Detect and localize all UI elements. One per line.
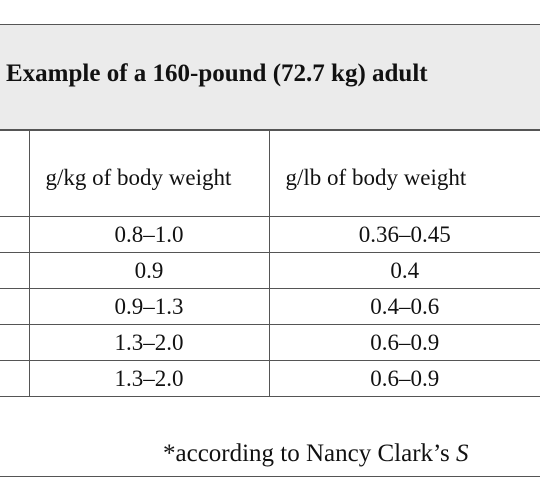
table-row: 0.8–1.0 0.36–0.45 bbox=[0, 216, 540, 253]
row-label-cell bbox=[0, 216, 30, 253]
g-per-kg-cell: 0.8–1.0 bbox=[28, 216, 270, 253]
footnote-text: *according to Nancy Clark’s bbox=[163, 440, 456, 467]
g-per-kg-cell: 1.3–2.0 bbox=[28, 324, 270, 361]
protein-table: g/kg of body weight g/lb of body weight … bbox=[0, 129, 540, 397]
g-per-lb-cell: 0.4 bbox=[268, 252, 540, 289]
footer-divider bbox=[0, 476, 540, 477]
g-per-lb-cell: 0.4–0.6 bbox=[268, 288, 540, 325]
g-per-kg-cell: 1.3–2.0 bbox=[28, 360, 270, 397]
column-header-g-per-kg: g/kg of body weight bbox=[28, 129, 270, 217]
table-header-band bbox=[0, 24, 540, 131]
row-label-cell bbox=[0, 129, 30, 217]
g-per-kg-cell: 0.9 bbox=[28, 252, 270, 289]
row-label-cell bbox=[0, 288, 30, 325]
table-row: 1.3–2.0 0.6–0.9 bbox=[0, 360, 540, 397]
table-row: 0.9 0.4 bbox=[0, 252, 540, 289]
g-per-lb-cell: 0.36–0.45 bbox=[268, 216, 540, 253]
g-per-lb-cell: 0.6–0.9 bbox=[268, 324, 540, 361]
footnote-book-title: S bbox=[455, 440, 469, 467]
g-per-kg-cell: 0.9–1.3 bbox=[28, 288, 270, 325]
table-title: Example of a 160-pound (72.7 kg) adult bbox=[6, 60, 428, 87]
row-label-cell bbox=[0, 252, 30, 289]
column-header-row: g/kg of body weight g/lb of body weight bbox=[0, 129, 540, 217]
g-per-lb-cell: 0.6–0.9 bbox=[268, 360, 540, 397]
column-header-g-per-lb: g/lb of body weight bbox=[268, 129, 540, 217]
table-row: 0.9–1.3 0.4–0.6 bbox=[0, 288, 540, 325]
row-label-cell bbox=[0, 324, 30, 361]
source-footnote: *according to Nancy Clark’s S bbox=[163, 440, 468, 468]
row-label-cell bbox=[0, 360, 30, 397]
table-row: 1.3–2.0 0.6–0.9 bbox=[0, 324, 540, 361]
